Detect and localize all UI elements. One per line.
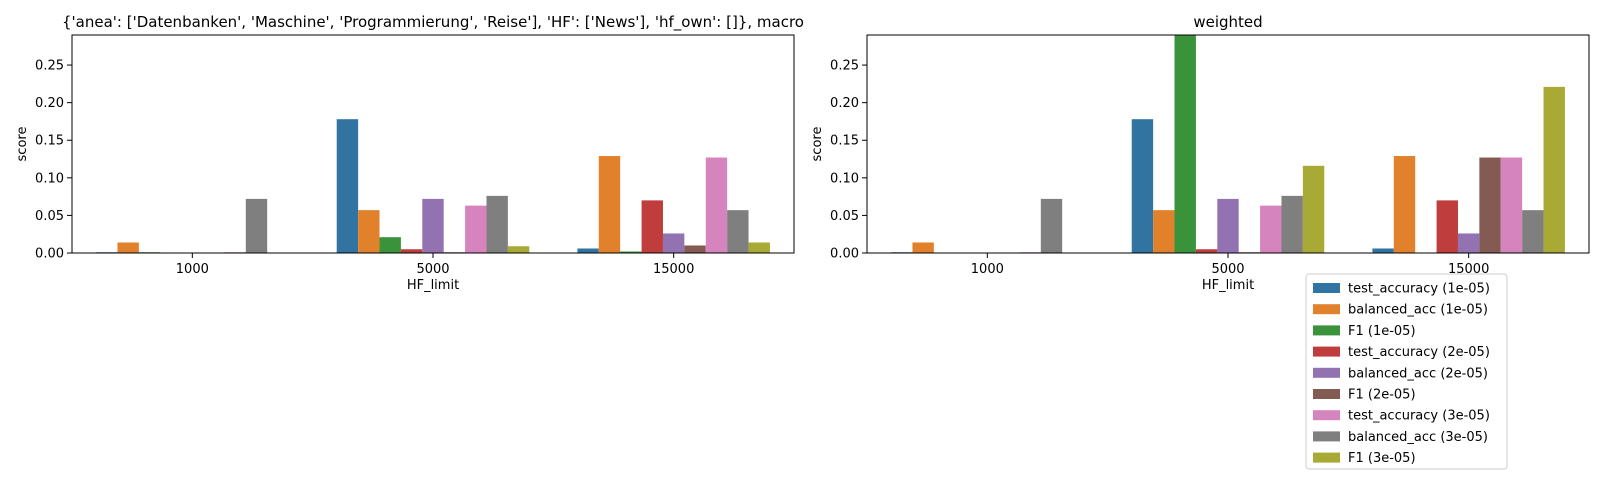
y-tick-label: 0.15: [35, 134, 64, 149]
y-tick-label: 0.20: [35, 96, 64, 111]
legend-entry: balanced_acc (3e-05): [1348, 430, 1488, 445]
bar: [1195, 249, 1218, 253]
bar: [1217, 198, 1239, 253]
bar: [598, 156, 621, 253]
bar: [465, 205, 487, 253]
bar: [705, 157, 728, 253]
bar: [662, 233, 685, 253]
bar: [1393, 156, 1416, 253]
bar: [1131, 119, 1154, 253]
chart-title: weighted: [1193, 13, 1262, 31]
bar: [1174, 35, 1196, 253]
chart-panel-1: {'anea': ['Datenbanken', 'Maschine', 'Pr…: [15, 13, 804, 293]
bar: [1260, 205, 1282, 253]
legend-swatch: [1313, 410, 1340, 421]
y-tick-label: 0.25: [830, 59, 859, 74]
legend-entry: F1 (3e-05): [1348, 451, 1416, 466]
bar: [336, 119, 359, 253]
legend-entry: balanced_acc (2e-05): [1348, 366, 1488, 381]
bar: [620, 251, 642, 253]
x-axis-label: HF_limit: [1202, 278, 1254, 293]
chart-panel-2: weighted 0.00 0.05 0.10 0.15 0.20 0.25 1000 5000…: [810, 13, 1590, 293]
bar: [1040, 198, 1063, 253]
bar: [641, 200, 663, 253]
bar: [245, 198, 268, 253]
legend-swatch: [1313, 346, 1340, 357]
charts: {'anea': ['Datenbanken', 'Maschine', 'Pr…: [15, 13, 1590, 293]
chart-title: {'anea': ['Datenbanken', 'Maschine', 'Pr…: [62, 13, 804, 32]
bar: [358, 210, 380, 253]
legend-entry: test_accuracy (3e-05): [1348, 409, 1490, 424]
x-axis-label: HF_limit: [407, 278, 459, 293]
y-tick-label: 0.05: [35, 209, 64, 224]
legend-entry: test_accuracy (1e-05): [1348, 282, 1490, 297]
legend-entry: F1 (2e-05): [1348, 388, 1416, 403]
legend-box: [1305, 273, 1508, 470]
bar: [1372, 248, 1394, 253]
y-tick-label: 0.15: [830, 134, 859, 149]
bar: [1500, 157, 1523, 253]
y-tick-label: 0.00: [830, 247, 859, 262]
bar: [486, 195, 508, 253]
legend-entry: F1 (1e-05): [1348, 324, 1416, 339]
x-tick-label: 15000: [1448, 262, 1489, 277]
legend-swatch: [1313, 325, 1340, 336]
x-tick-label: 5000: [1211, 262, 1244, 277]
y-tick-label: 0.10: [830, 171, 859, 186]
bar: [684, 245, 706, 253]
x-tick-label: 5000: [416, 262, 449, 277]
bar: [1457, 233, 1480, 253]
legend-swatch: [1313, 431, 1340, 442]
legend-swatch: [1313, 283, 1340, 293]
legend: test_accuracy (1e-05) balanced_acc (1e-05…: [1305, 273, 1508, 470]
legend-swatch: [1313, 367, 1340, 378]
legend-entry: balanced_acc (1e-05): [1348, 303, 1488, 318]
legend-swatch: [1313, 389, 1340, 399]
bar: [379, 237, 401, 253]
bar: [1436, 200, 1458, 253]
x-tick-label: 15000: [653, 262, 694, 277]
bar: [422, 198, 444, 253]
bar: [1153, 210, 1175, 253]
bar: [1302, 165, 1325, 253]
bar: [507, 246, 530, 253]
bar: [117, 242, 139, 253]
bar: [1281, 195, 1303, 253]
legend-swatch: [1313, 452, 1340, 463]
bar: [912, 242, 934, 253]
x-tick-label: 1000: [176, 262, 209, 277]
y-tick-label: 0.25: [35, 59, 64, 74]
bar: [727, 210, 749, 253]
bar: [577, 248, 599, 253]
legend-entry: test_accuracy (2e-05): [1348, 345, 1490, 360]
bar: [748, 242, 770, 253]
y-tick-label: 0.05: [830, 209, 859, 224]
y-tick-label: 0.20: [830, 96, 859, 111]
y-axis-label: score: [810, 127, 825, 162]
bar: [1543, 86, 1565, 254]
bar: [1479, 157, 1501, 253]
y-axis-label: score: [15, 127, 30, 162]
y-tick-label: 0.00: [35, 247, 64, 262]
bar: [400, 249, 423, 253]
bar: [1522, 210, 1544, 253]
y-tick-label: 0.10: [35, 171, 64, 186]
x-tick-label: 1000: [971, 262, 1004, 277]
legend-swatch: [1313, 304, 1340, 315]
